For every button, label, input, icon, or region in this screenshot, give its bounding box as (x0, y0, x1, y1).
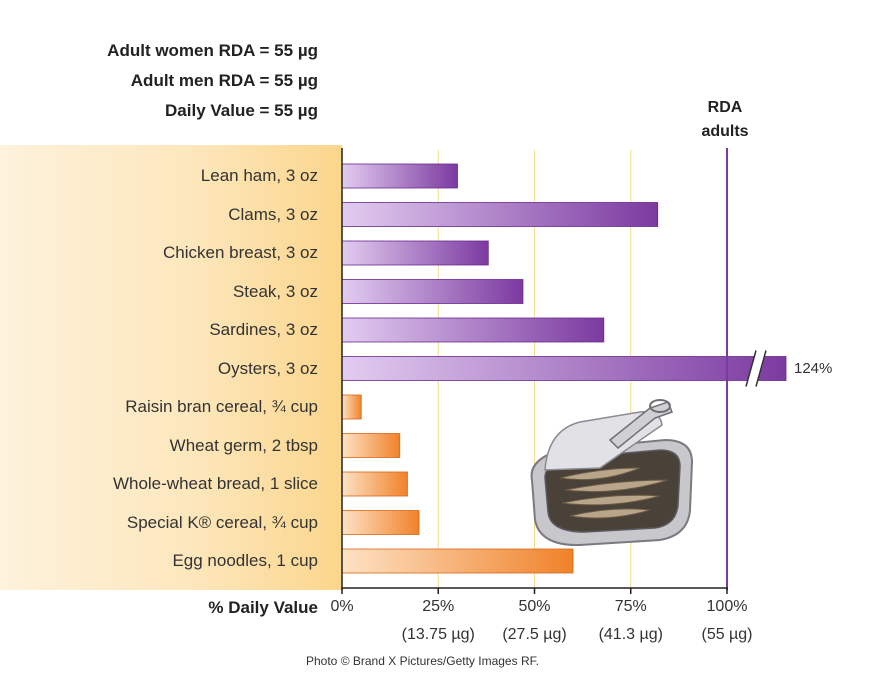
tick-label: 0% (330, 598, 354, 615)
category-label: Clams, 3 oz (228, 204, 318, 224)
bar (341, 510, 420, 535)
bar-break-mark (745, 350, 757, 387)
tick-sublabel: (27.5 µg) (502, 626, 567, 643)
category-label: Oysters, 3 oz (217, 358, 318, 378)
bar (341, 202, 659, 227)
photo-credit: Photo © Brand X Pictures/Getty Images RF… (306, 654, 539, 668)
bar-break-gap (746, 350, 766, 387)
category-label: Special K® cereal, ¾ cup (126, 512, 318, 532)
oysters-value-label: 124% (794, 359, 833, 377)
rda-marker-line1: RDA (707, 99, 743, 116)
sardine-can-illustration (530, 399, 694, 547)
tick-label: 75% (614, 598, 647, 615)
rda-women: Adult women RDA = 55 µg (107, 41, 318, 60)
bar (341, 279, 524, 304)
bar (341, 471, 408, 497)
rda-info: Adult women RDA = 55 µg Adult men RDA = … (107, 36, 318, 126)
bar (341, 548, 574, 574)
bar (341, 317, 605, 343)
bar-break-mark (755, 350, 767, 387)
category-label: Chicken breast, 3 oz (163, 243, 318, 262)
category-label: Sardines, 3 oz (209, 320, 318, 339)
bar (341, 356, 787, 381)
tick-sublabel: (55 µg) (701, 626, 753, 643)
tick-label: 50% (518, 598, 551, 615)
bar (341, 163, 458, 189)
category-label: Steak, 3 oz (232, 281, 318, 301)
category-label: Egg noodles, 1 cup (172, 551, 318, 570)
category-label: Whole-wheat bread, 1 slice (112, 474, 318, 493)
bar (341, 433, 401, 458)
category-label: Lean ham, 3 oz (200, 166, 318, 185)
category-label: Wheat germ, 2 tbsp (169, 435, 318, 455)
label-background-band (0, 145, 342, 590)
tick-sublabel: (41.3 µg) (598, 626, 663, 643)
tick-label: 100% (706, 598, 748, 615)
daily-value: Daily Value = 55 µg (165, 101, 318, 120)
bar (341, 394, 362, 420)
x-axis-title: % Daily Value (208, 598, 318, 617)
rda-marker-line2: adults (701, 123, 749, 140)
category-label: Raisin bran cereal, ¾ cup (125, 397, 318, 416)
tick-label: 25% (422, 598, 455, 615)
rda-marker-label: RDA adults (685, 96, 765, 144)
bar (341, 240, 489, 266)
tick-sublabel: (13.75 µg) (401, 626, 475, 643)
rda-men: Adult men RDA = 55 µg (130, 71, 318, 90)
